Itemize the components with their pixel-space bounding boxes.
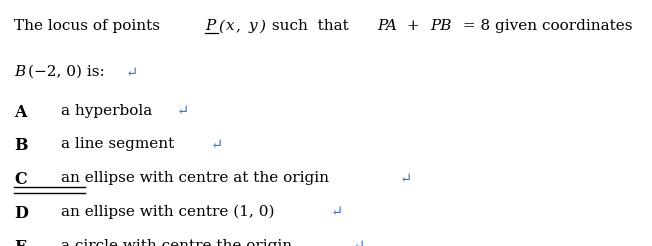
Text: (: ( xyxy=(218,19,224,33)
Text: A: A xyxy=(14,104,27,121)
Text: ↵: ↵ xyxy=(331,205,343,219)
Text: = 8 given coordinates: = 8 given coordinates xyxy=(458,19,637,33)
Text: ↵: ↵ xyxy=(353,239,365,246)
Text: C: C xyxy=(14,171,27,188)
Text: such  that: such that xyxy=(267,19,354,33)
Text: PA: PA xyxy=(377,19,396,33)
Text: a circle with centre the origin: a circle with centre the origin xyxy=(61,239,292,246)
Text: B: B xyxy=(14,138,27,154)
Text: E: E xyxy=(14,239,27,246)
Text: B: B xyxy=(14,65,25,79)
Text: P: P xyxy=(205,19,215,33)
Text: a line segment: a line segment xyxy=(61,138,179,152)
Text: an ellipse with centre (1, 0): an ellipse with centre (1, 0) xyxy=(61,205,274,219)
Text: ↵: ↵ xyxy=(176,104,188,118)
Text: ): ) xyxy=(259,19,265,33)
Text: +: + xyxy=(402,19,424,33)
Text: x: x xyxy=(226,19,234,33)
Text: D: D xyxy=(14,205,28,222)
Text: y: y xyxy=(249,19,258,33)
Text: an ellipse with centre at the origin: an ellipse with centre at the origin xyxy=(61,171,329,185)
Text: The locus of points: The locus of points xyxy=(14,19,165,33)
Text: (−2, 0) is:: (−2, 0) is: xyxy=(29,65,105,79)
Text: ↵: ↵ xyxy=(400,171,412,185)
Text: ,: , xyxy=(237,19,246,33)
Text: PB: PB xyxy=(430,19,452,33)
Text: ↵: ↵ xyxy=(210,138,222,152)
Text: a hyperbola: a hyperbola xyxy=(61,104,152,118)
Text: ↵: ↵ xyxy=(125,65,138,79)
